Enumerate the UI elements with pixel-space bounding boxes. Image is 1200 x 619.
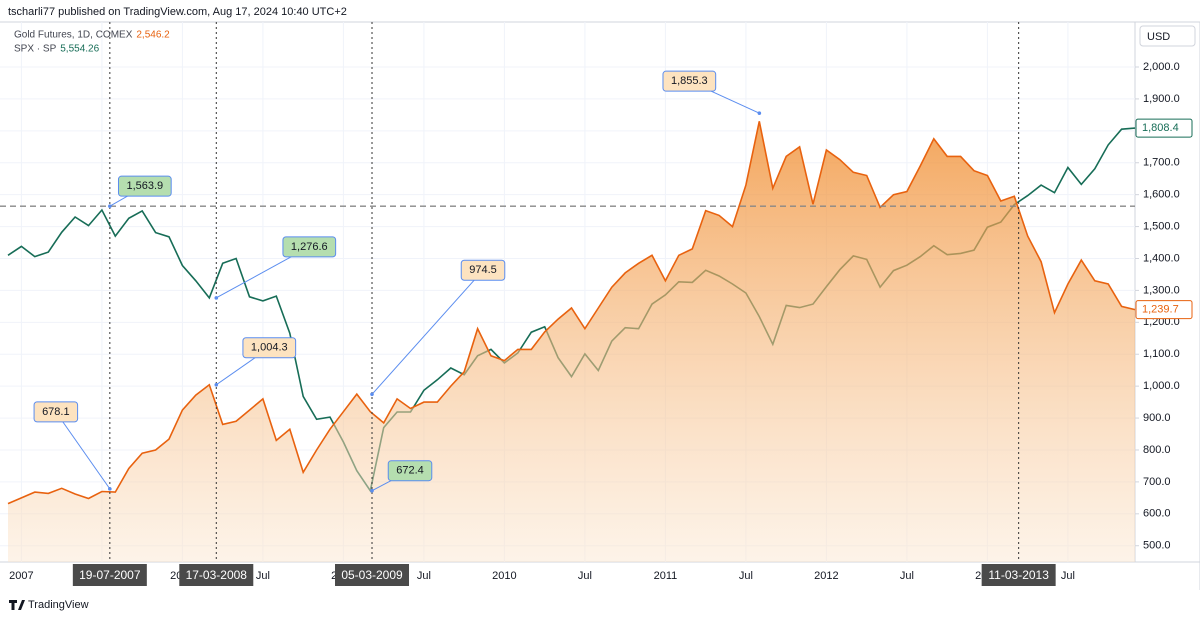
callout-label: 1,276.6	[291, 241, 328, 253]
callout-point	[214, 296, 219, 300]
callout-point	[108, 204, 112, 208]
last-value-label: 1,808.4	[1142, 122, 1179, 134]
x-tick-label: Jul	[900, 570, 914, 582]
marker-flag	[179, 564, 254, 586]
logo: TradingView	[9, 599, 89, 611]
x-tick-label: 2010	[492, 570, 516, 582]
marker-label: 11-03-2013	[988, 568, 1049, 582]
x-tick-label: 2012	[814, 570, 838, 582]
y-tick-label: 700.0	[1143, 476, 1171, 488]
x-tick-label: Jul	[578, 570, 592, 582]
callout-point	[757, 111, 762, 115]
callout-point	[108, 487, 112, 491]
marker-flag	[981, 564, 1056, 586]
y-tick-label: 1,400.0	[1143, 252, 1180, 264]
callout-point	[370, 392, 374, 397]
callout-label: 1,004.3	[251, 342, 288, 354]
callout-box	[242, 337, 297, 359]
x-tick-label: Jul	[1061, 570, 1075, 582]
y-tick-label: 1,300.0	[1143, 284, 1180, 296]
x-tick-label: Jul	[417, 570, 431, 582]
callout-label: 678.1	[42, 406, 70, 418]
line	[7, 121, 1136, 505]
callout-box	[117, 175, 172, 197]
y-tick-label: 900.0	[1143, 412, 1171, 424]
y-tick-label: 1,000.0	[1143, 380, 1180, 392]
footer-brand: TradingView	[28, 599, 89, 611]
y-tick-label: 1,500.0	[1143, 220, 1180, 232]
y-tick-label: 1,700.0	[1143, 157, 1180, 169]
callout-point	[214, 382, 219, 387]
marker-label: 05-03-2009	[341, 568, 403, 582]
callout-label: 1,563.9	[126, 180, 163, 192]
callout-box	[387, 460, 433, 482]
legend-value: 2,546.2	[136, 30, 170, 41]
callout-line	[55, 411, 111, 490]
last-value-badge	[1135, 118, 1193, 138]
marker-label: 17-03-2008	[186, 568, 248, 582]
callout-label: 1,855.3	[671, 75, 708, 87]
currency-box[interactable]	[1139, 25, 1196, 47]
y-tick-label: 1,200.0	[1143, 316, 1180, 328]
callout-point	[370, 488, 374, 493]
area	[8, 121, 1135, 563]
y-tick-label: 500.0	[1143, 540, 1171, 552]
last-value-badge	[1135, 300, 1193, 320]
callout-line	[371, 269, 484, 395]
credit: tscharli77 published on TradingView.com,…	[8, 6, 347, 18]
legend-name: Gold Futures, 1D, COMEX	[14, 30, 133, 41]
legend-value: 5,554.26	[60, 44, 99, 55]
last-value-label: 1,239.7	[1142, 304, 1179, 316]
callout-box	[460, 259, 506, 281]
callout-box	[33, 401, 79, 423]
marker-flag	[335, 564, 410, 586]
y-tick-label: 1,600.0	[1143, 189, 1180, 201]
marker-label: 19-07-2007	[79, 568, 141, 582]
y-tick-label: 600.0	[1143, 508, 1171, 520]
x-tick-label: 2007	[9, 570, 33, 582]
y-tick-label: 2,000.0	[1143, 61, 1180, 73]
x-tick-label: Jul	[256, 570, 270, 582]
callout-box	[662, 70, 717, 92]
callout-label: 974.5	[469, 264, 497, 276]
x-tick-label: 2011	[654, 570, 678, 582]
callout-label: 672.4	[396, 465, 424, 477]
callout-box	[282, 236, 337, 258]
legend-name: SPX · SP	[14, 44, 57, 55]
y-tick-label: 1,100.0	[1143, 348, 1180, 360]
y-tick-label: 800.0	[1143, 444, 1171, 456]
currency: USD	[1147, 31, 1170, 43]
y-tick-label: 1,900.0	[1143, 93, 1180, 105]
x-tick-label: Jul	[739, 570, 753, 582]
marker-flag	[72, 564, 147, 586]
